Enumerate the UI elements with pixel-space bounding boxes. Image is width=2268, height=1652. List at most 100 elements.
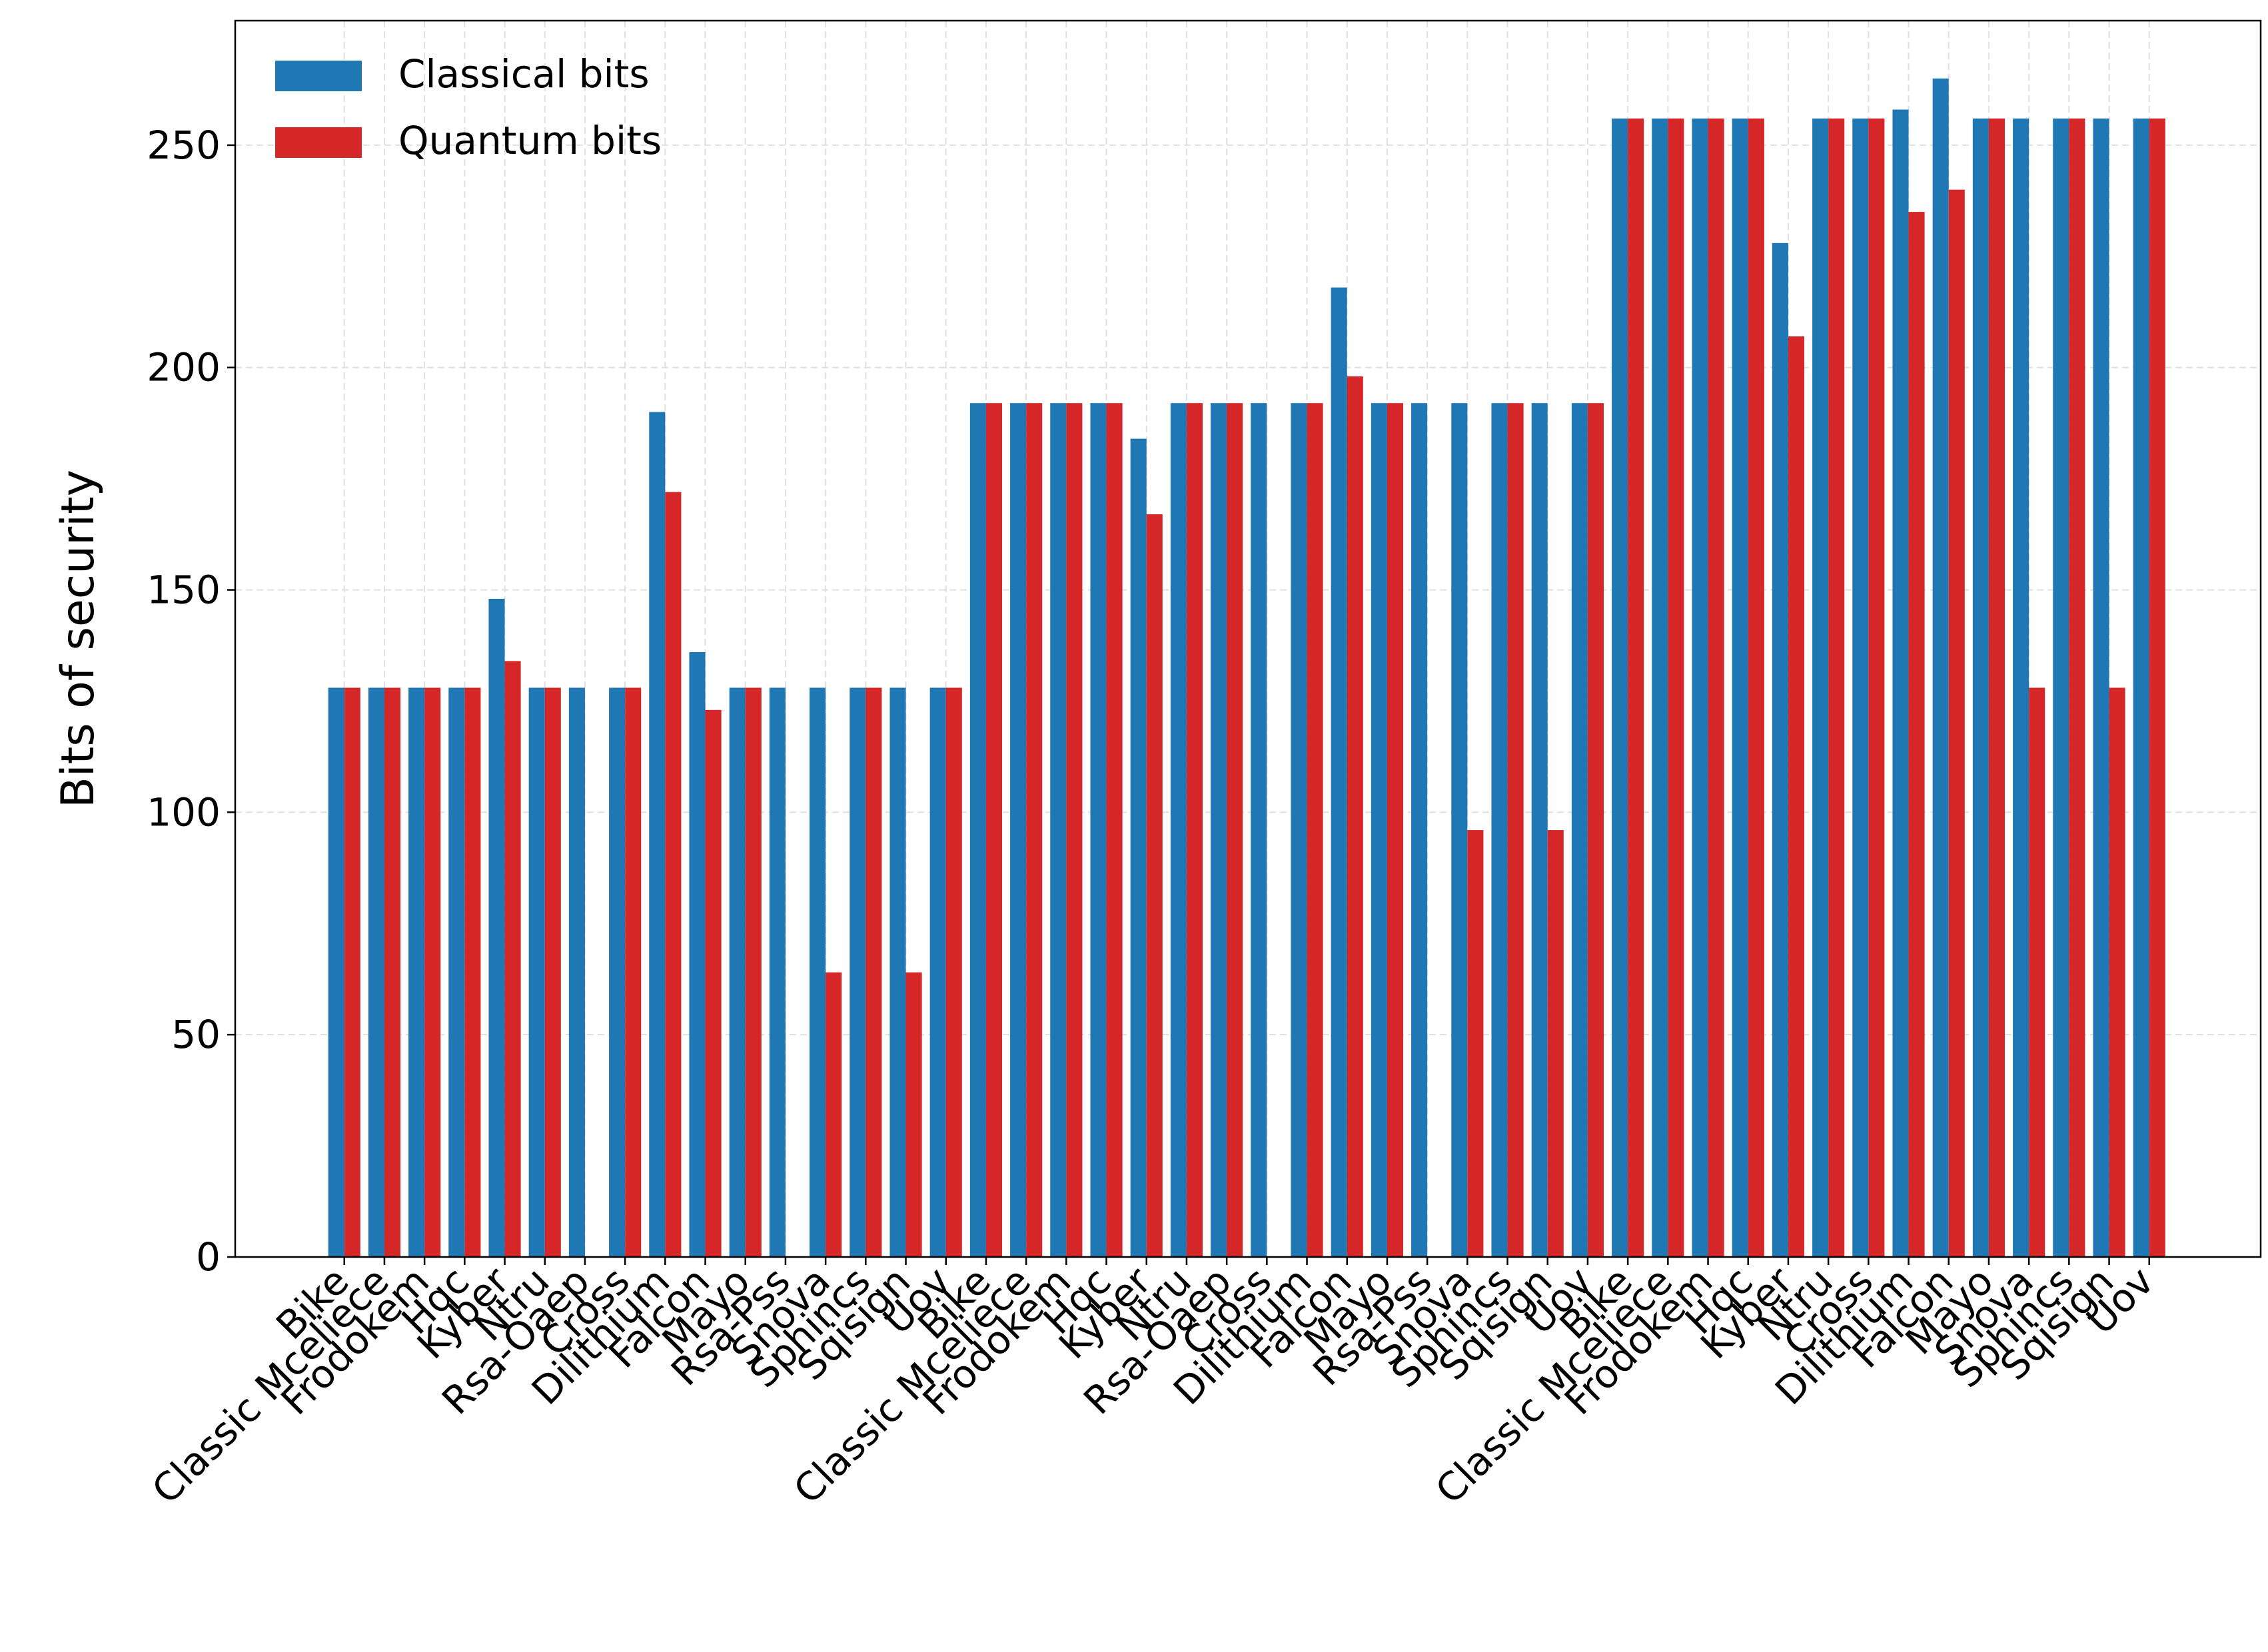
legend-swatch — [275, 127, 362, 158]
bar — [528, 687, 545, 1257]
bar — [1531, 403, 1548, 1258]
bar — [464, 687, 481, 1257]
bar — [504, 661, 521, 1257]
bar — [1828, 118, 1845, 1258]
bar — [2093, 118, 2109, 1258]
bar — [1066, 403, 1083, 1258]
bar — [1788, 336, 1805, 1257]
bar — [368, 687, 384, 1257]
bar — [488, 598, 505, 1257]
bar — [1130, 438, 1147, 1257]
bar — [1732, 118, 1748, 1258]
bar — [544, 687, 561, 1257]
bar — [1251, 403, 1267, 1258]
y-tick-label: 200 — [147, 345, 221, 390]
bar — [769, 687, 786, 1257]
bar — [1491, 403, 1508, 1258]
bar — [1812, 118, 1829, 1258]
bar — [2029, 687, 2045, 1257]
bar — [945, 687, 962, 1257]
legend-label: Classical bits — [398, 51, 650, 97]
bar — [1892, 109, 1909, 1258]
bar — [1106, 403, 1123, 1258]
bar — [1972, 118, 1989, 1258]
bar — [745, 687, 762, 1257]
bar — [1692, 118, 1708, 1258]
bar — [1628, 118, 1644, 1258]
plot-frame — [234, 19, 2262, 1258]
bar — [889, 687, 906, 1257]
bar — [1948, 189, 1965, 1257]
bar — [2109, 687, 2125, 1257]
bar — [2149, 118, 2165, 1258]
bar — [1387, 403, 1404, 1258]
bar — [1932, 78, 1949, 1257]
bar — [1170, 403, 1187, 1258]
x-tick-label: Classic Mceliece — [143, 1258, 398, 1513]
bar — [568, 687, 585, 1257]
bar — [649, 412, 666, 1258]
bar — [609, 687, 626, 1257]
bar — [408, 687, 425, 1257]
bar — [865, 687, 882, 1257]
bar — [1587, 403, 1604, 1258]
bar — [969, 403, 986, 1258]
bar — [1331, 287, 1347, 1257]
bar — [625, 687, 642, 1257]
bar — [1411, 403, 1428, 1258]
y-tick-label: 150 — [147, 568, 221, 613]
bar — [1908, 212, 1925, 1258]
bar — [1748, 118, 1764, 1258]
bar — [729, 687, 746, 1257]
bar — [1186, 403, 1203, 1258]
bar — [1307, 403, 1323, 1258]
bar — [810, 687, 826, 1257]
y-tick-label: 50 — [171, 1012, 221, 1057]
y-axis-label: Bits of security — [52, 470, 105, 808]
bar — [2013, 118, 2029, 1258]
bar — [1371, 403, 1387, 1258]
bar — [1090, 403, 1107, 1258]
bar — [1347, 376, 1363, 1257]
bar — [1227, 403, 1243, 1258]
bar — [850, 687, 866, 1257]
bar — [1988, 118, 2005, 1258]
legend-label: Quantum bits — [398, 118, 662, 163]
bar — [1852, 118, 1869, 1258]
bar — [2133, 118, 2149, 1258]
bar — [424, 687, 441, 1257]
legend-swatch — [275, 61, 362, 91]
bar — [1612, 118, 1628, 1258]
bar — [1868, 118, 1885, 1258]
bar — [384, 687, 401, 1257]
bar — [826, 972, 842, 1257]
bar — [1547, 830, 1564, 1257]
bar — [985, 403, 1003, 1258]
bar — [1507, 403, 1524, 1258]
bar — [1026, 403, 1043, 1258]
bar — [1668, 118, 1684, 1258]
bar — [1772, 242, 1788, 1257]
bar — [328, 687, 344, 1257]
bar — [1146, 514, 1163, 1258]
bar — [1467, 830, 1484, 1257]
bar — [1050, 403, 1067, 1258]
bar — [1652, 118, 1668, 1258]
bar — [929, 687, 946, 1257]
bar — [1451, 403, 1468, 1258]
bar — [705, 709, 722, 1257]
bar — [344, 687, 360, 1257]
bar — [905, 972, 922, 1257]
y-tick-label: 0 — [196, 1234, 221, 1280]
bar — [1571, 403, 1588, 1258]
bar — [1708, 118, 1724, 1258]
bar — [1291, 403, 1307, 1258]
bar — [1010, 403, 1027, 1258]
y-tick-label: 100 — [147, 789, 221, 835]
bar — [2069, 118, 2085, 1258]
y-tick-label: 250 — [147, 123, 221, 168]
bar — [665, 492, 682, 1257]
bar — [689, 652, 706, 1257]
